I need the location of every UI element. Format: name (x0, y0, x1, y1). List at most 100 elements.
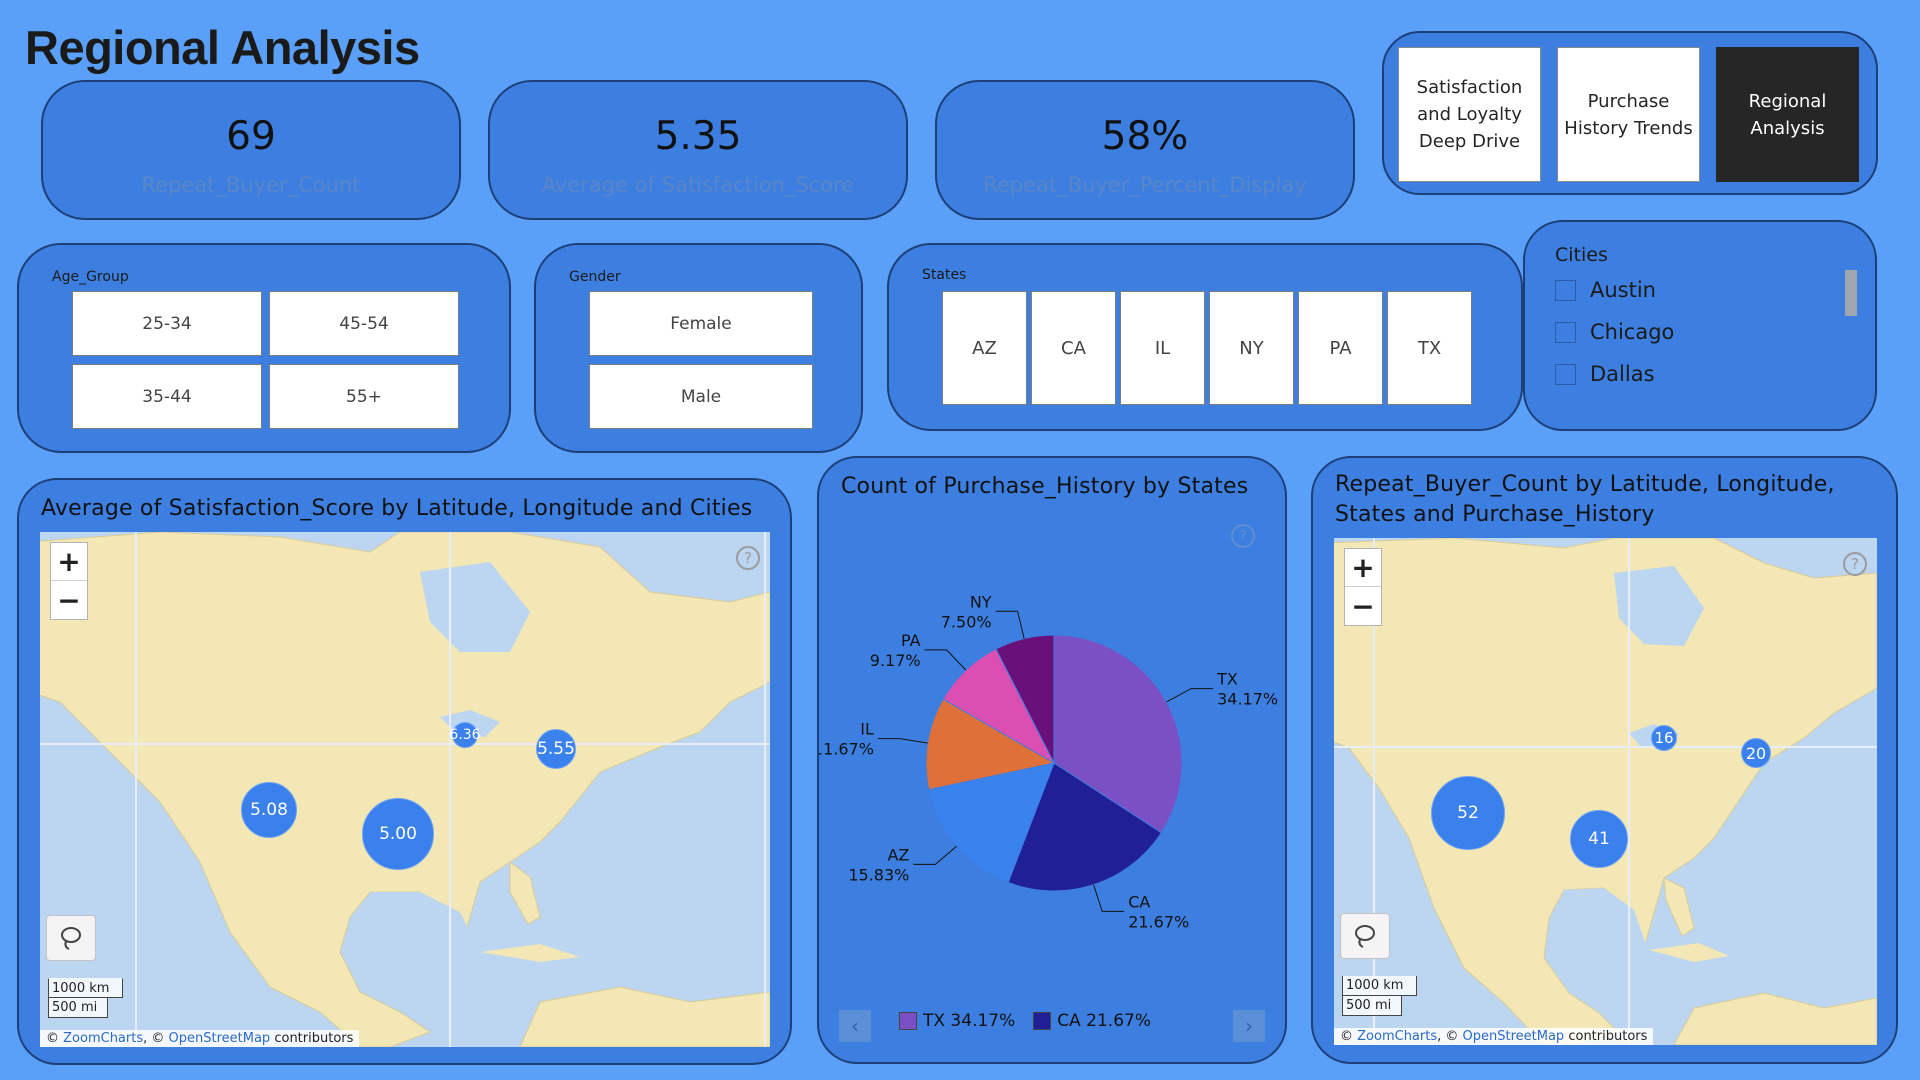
city-label: Chicago (1590, 320, 1675, 344)
legend-label: TX 34.17% (923, 1011, 1016, 1031)
cities-slicer: Cities Austin Chicago Dallas (1523, 220, 1877, 431)
kpi-card-avg-satisfaction: 5.35 Average of Satisfaction_Score (488, 80, 908, 220)
pie-chart-visual: Count of Purchase_History by States ? TX… (817, 456, 1287, 1064)
pie-slice-az[interactable] (928, 762, 1055, 884)
nav-button-purchase-history[interactable]: Purchase History Trends (1557, 47, 1700, 182)
map-attribution: © ZoomCharts, © OpenStreetMap contributo… (40, 1030, 360, 1047)
chart-title: Count of Purchase_History by States (841, 474, 1249, 499)
state-option-ny[interactable]: NY (1209, 291, 1294, 405)
checkbox[interactable] (1555, 321, 1576, 343)
leader-line (924, 649, 967, 671)
lasso-select-icon[interactable] (46, 915, 96, 961)
openstreetmap-link[interactable]: OpenStreetMap (168, 1031, 271, 1046)
kpi-card-repeat-buyer-percent: 58% Repeat_Buyer_Percent_Display (935, 80, 1355, 220)
map-bubble[interactable]: 16 (1651, 725, 1677, 751)
checkbox[interactable] (1555, 279, 1576, 301)
leader-line (1093, 884, 1125, 912)
checkbox[interactable] (1555, 363, 1576, 385)
leader-line (877, 738, 928, 744)
gender-slicer: Gender Female Male (534, 243, 863, 453)
city-option-chicago[interactable]: Chicago (1555, 320, 1674, 344)
state-option-tx[interactable]: TX (1387, 291, 1472, 405)
map-bubble[interactable]: 41 (1570, 810, 1628, 868)
attribution-text: contributors (1568, 1029, 1648, 1044)
scale-mi: 500 mi (1342, 996, 1402, 1016)
leader-line (913, 845, 957, 865)
map-bubble[interactable]: 5.55 (536, 729, 576, 769)
zoom-control: + − (50, 542, 88, 620)
age-option-25-34[interactable]: 25-34 (72, 291, 262, 356)
nav-button-satisfaction-loyalty[interactable]: Satisfaction and Loyalty Deep Drive (1398, 47, 1541, 182)
zoom-in-button[interactable]: + (51, 543, 87, 581)
kpi-label: Repeat_Buyer_Count (141, 173, 361, 197)
state-option-ca[interactable]: CA (1031, 291, 1116, 405)
pie-slice-il[interactable] (925, 698, 1056, 791)
map-canvas[interactable]: + − ? 6.36 5.55 5.08 5.00 1000 km 500 mi… (40, 532, 770, 1047)
age-option-45-54[interactable]: 45-54 (269, 291, 459, 356)
zoomcharts-link[interactable]: ZoomCharts (1357, 1029, 1438, 1044)
city-option-austin[interactable]: Austin (1555, 278, 1656, 302)
slice-label: AZ (887, 845, 909, 864)
gender-option-female[interactable]: Female (589, 291, 813, 356)
scale-mi: 500 mi (48, 998, 108, 1018)
state-option-il[interactable]: IL (1120, 291, 1205, 405)
gender-option-male[interactable]: Male (589, 364, 813, 429)
zoom-in-button[interactable]: + (1345, 549, 1381, 587)
slice-label: PA (901, 631, 921, 650)
repeat-buyer-map-visual: Repeat_Buyer_Count by Latitude, Longitud… (1311, 456, 1898, 1064)
attribution-text: contributors (274, 1031, 354, 1046)
lasso-select-icon[interactable] (1340, 913, 1390, 959)
age-option-55-plus[interactable]: 55+ (269, 364, 459, 429)
pie-slice-ca[interactable] (1007, 762, 1163, 892)
legend-prev-button[interactable]: ‹ (839, 1010, 871, 1042)
state-option-az[interactable]: AZ (942, 291, 1027, 405)
map-bubble[interactable]: 6.36 (449, 722, 481, 748)
scale-km: 1000 km (1342, 976, 1417, 996)
slice-value-label: 7.50% (941, 612, 992, 631)
visual-title: Average of Satisfaction_Score by Latitud… (41, 496, 753, 521)
slice-label: TX (1216, 670, 1238, 689)
map-bubble[interactable]: 5.00 (362, 798, 434, 870)
city-option-dallas[interactable]: Dallas (1555, 362, 1655, 386)
map-bubble[interactable]: 20 (1741, 738, 1771, 768)
attribution-text: © (1340, 1029, 1353, 1044)
map-scale: 1000 km 500 mi (1342, 976, 1417, 1016)
map-basemap (40, 532, 770, 1047)
pie-slice-ny[interactable] (995, 634, 1055, 764)
help-icon[interactable]: ? (1843, 552, 1867, 576)
zoomcharts-link[interactable]: ZoomCharts (63, 1031, 144, 1046)
kpi-value: 69 (226, 114, 276, 159)
kpi-value: 58% (1101, 114, 1189, 159)
page-title: Regional Analysis (25, 21, 420, 74)
legend-swatch (899, 1012, 917, 1030)
zoom-out-button[interactable]: − (57, 583, 81, 617)
zoom-out-button[interactable]: − (1351, 589, 1375, 623)
slice-value-label: 9.17% (870, 651, 921, 670)
legend-item-ca: CA 21.67% (1033, 1011, 1151, 1031)
slicer-title: Cities (1555, 244, 1608, 266)
map-bubble[interactable]: 5.08 (241, 782, 297, 838)
legend-next-button[interactable]: › (1233, 1010, 1265, 1042)
scrollbar-thumb[interactable] (1845, 270, 1857, 316)
legend-label: CA 21.67% (1057, 1011, 1151, 1031)
map-bubble[interactable]: 52 (1431, 776, 1505, 850)
attribution-text: , © (1437, 1029, 1459, 1044)
satisfaction-map-visual: Average of Satisfaction_Score by Latitud… (17, 478, 792, 1065)
state-option-pa[interactable]: PA (1298, 291, 1383, 405)
age-option-35-44[interactable]: 35-44 (72, 364, 262, 429)
openstreetmap-link[interactable]: OpenStreetMap (1462, 1029, 1565, 1044)
map-attribution: © ZoomCharts, © OpenStreetMap contributo… (1334, 1028, 1654, 1045)
slice-value-label: 21.67% (1128, 912, 1189, 931)
slice-label: CA (1128, 892, 1150, 911)
map-canvas[interactable]: + − ? 16 20 52 41 1000 km 500 mi © ZoomC… (1334, 538, 1877, 1045)
scale-km: 1000 km (48, 978, 123, 998)
legend-swatch (1033, 1012, 1052, 1030)
kpi-label: Repeat_Buyer_Percent_Display (983, 173, 1307, 197)
help-icon[interactable]: ? (736, 546, 760, 570)
nav-button-regional-analysis[interactable]: Regional Analysis (1716, 47, 1859, 182)
city-label: Austin (1590, 278, 1656, 302)
help-icon[interactable]: ? (1231, 524, 1255, 548)
zoom-control: + − (1344, 548, 1382, 626)
slice-value-label: 34.17% (1217, 690, 1278, 709)
